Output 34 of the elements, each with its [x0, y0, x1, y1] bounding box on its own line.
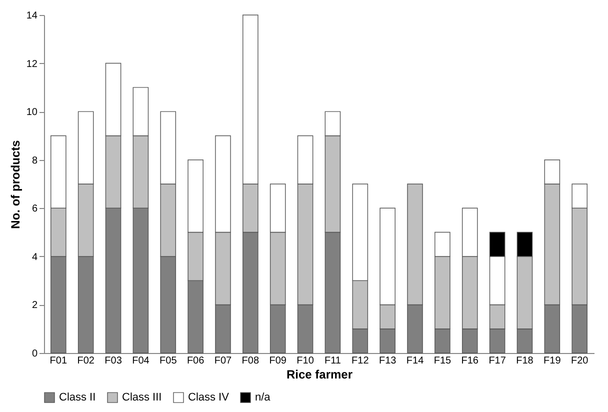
x-tick-label: F15: [434, 356, 452, 366]
x-axis-title: Rice farmer: [286, 368, 353, 382]
x-tick-label: F12: [352, 356, 370, 366]
y-axis-title: No. of products: [8, 140, 22, 229]
x-tick-label: F04: [132, 356, 150, 366]
x-tick-label: F20: [570, 356, 589, 366]
y-tick-label: 14: [26, 10, 38, 22]
x-tick-label: F11: [324, 356, 342, 366]
legend-label: Class II: [59, 392, 96, 404]
x-tick-label: F06: [186, 356, 205, 366]
x-tick-label: F03: [104, 356, 122, 366]
x-tick-label: F05: [160, 356, 178, 366]
x-tick-label: F02: [77, 356, 95, 366]
y-tick-label: 12: [26, 58, 38, 70]
y-tick-label: 10: [26, 107, 38, 118]
y-tick-label: 2: [32, 300, 38, 312]
legend-label: n/a: [255, 392, 272, 404]
y-tick-label: 4: [32, 252, 38, 263]
y-tick-label: 0: [32, 348, 38, 360]
x-tick-label: F13: [378, 356, 397, 366]
x-tick-label: F08: [242, 356, 260, 366]
x-tick-label: F01: [50, 356, 68, 366]
x-tick-label: F17: [488, 356, 506, 366]
x-tick-label: F19: [544, 356, 562, 366]
x-tick-label: F18: [516, 356, 534, 366]
x-tick-label: F07: [214, 356, 232, 366]
legend-label: Class III: [122, 392, 162, 404]
y-tick-label: 6: [32, 204, 38, 215]
x-tick-label: F16: [461, 356, 479, 366]
legend-label: Class IV: [188, 392, 230, 404]
x-tick-label: F10: [296, 356, 314, 366]
x-tick-label: F14: [406, 356, 424, 366]
x-tick-label: F09: [269, 356, 287, 366]
y-tick-label: 8: [32, 155, 38, 166]
